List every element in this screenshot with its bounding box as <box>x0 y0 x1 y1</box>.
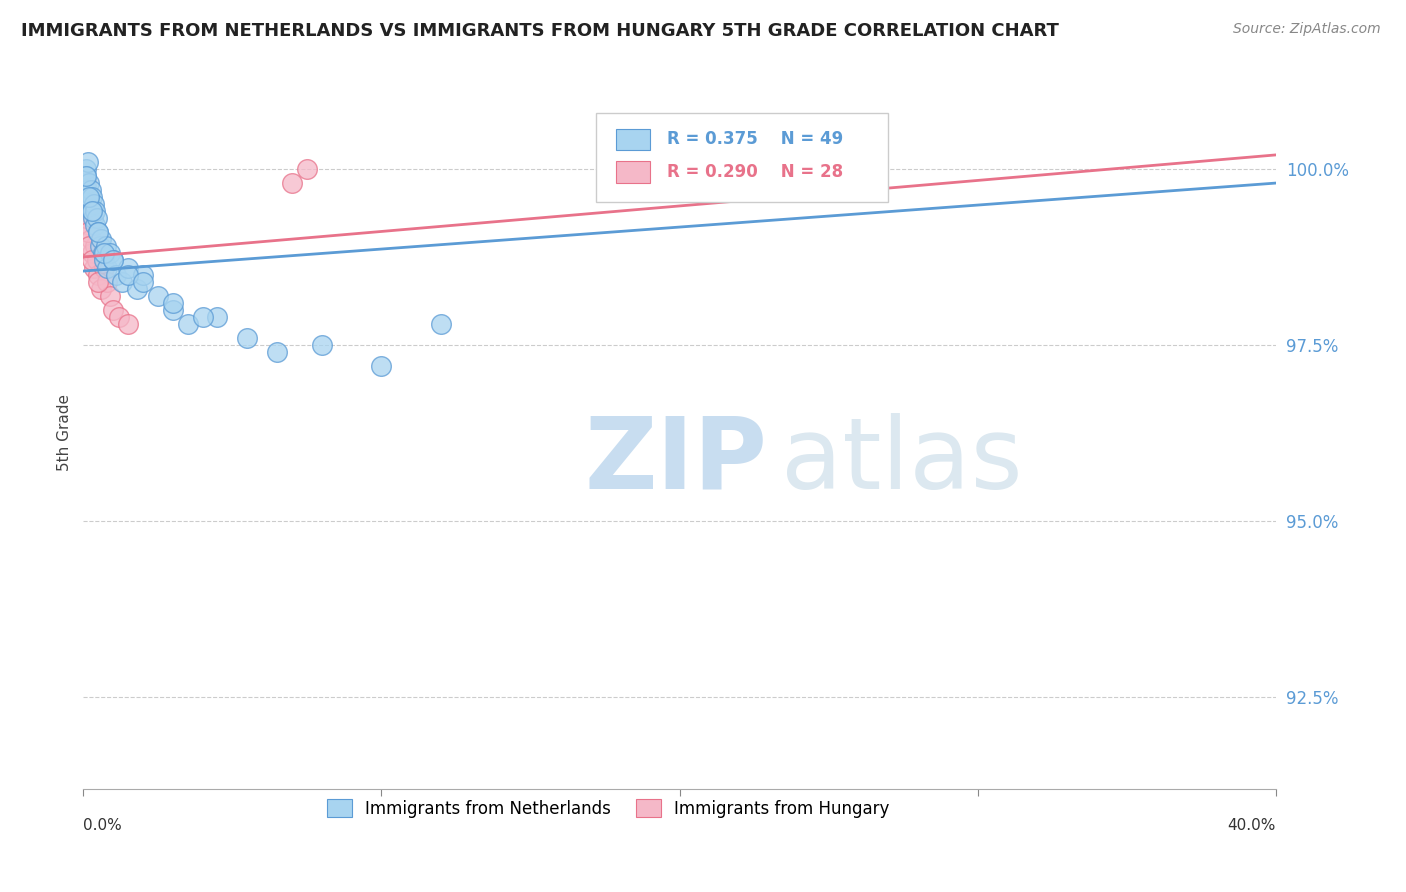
Point <box>370 359 392 373</box>
Point <box>96 260 118 275</box>
Text: Source: ZipAtlas.com: Source: ZipAtlas.com <box>1233 22 1381 37</box>
Point <box>75 176 97 190</box>
Text: R = 0.375    N = 49: R = 0.375 N = 49 <box>666 130 842 148</box>
FancyBboxPatch shape <box>596 113 889 202</box>
Text: R = 0.290    N = 28: R = 0.290 N = 28 <box>666 163 842 181</box>
Text: atlas: atlas <box>782 413 1022 510</box>
Point <box>82 211 104 226</box>
Point <box>83 260 105 275</box>
Point <box>90 232 112 246</box>
Bar <box>616 128 650 150</box>
Point <box>96 275 118 289</box>
Point <box>207 310 229 324</box>
Point <box>101 253 124 268</box>
Point <box>82 246 104 260</box>
Point <box>87 275 110 289</box>
Point <box>191 310 214 324</box>
Y-axis label: 5th Grade: 5th Grade <box>58 394 72 472</box>
Point <box>101 302 124 317</box>
Point <box>176 317 198 331</box>
Text: IMMIGRANTS FROM NETHERLANDS VS IMMIGRANTS FROM HUNGARY 5TH GRADE CORRELATION CHA: IMMIGRANTS FROM NETHERLANDS VS IMMIGRANT… <box>21 22 1059 40</box>
Point <box>76 183 98 197</box>
Point <box>73 190 96 204</box>
Point <box>84 204 107 219</box>
Point <box>90 282 112 296</box>
Point <box>80 232 103 246</box>
Point <box>83 197 105 211</box>
Point <box>295 161 318 176</box>
Point <box>80 183 103 197</box>
Point <box>84 239 107 253</box>
Point <box>86 253 108 268</box>
Point <box>75 169 97 183</box>
Point <box>98 289 121 303</box>
Point <box>93 260 115 275</box>
Point <box>266 345 288 359</box>
Point <box>76 197 98 211</box>
Text: ZIP: ZIP <box>585 413 768 510</box>
Point <box>86 211 108 226</box>
Point <box>108 310 131 324</box>
Point <box>89 239 111 253</box>
Point <box>98 246 121 260</box>
Point <box>77 239 100 253</box>
Point <box>75 161 97 176</box>
Point <box>82 204 104 219</box>
Point <box>125 282 148 296</box>
Text: 40.0%: 40.0% <box>1227 819 1277 833</box>
Point <box>77 190 100 204</box>
Point <box>73 197 96 211</box>
Point <box>105 268 128 282</box>
Point <box>430 317 453 331</box>
Point <box>146 289 169 303</box>
Text: 0.0%: 0.0% <box>83 819 122 833</box>
Point <box>311 338 333 352</box>
Point <box>73 176 96 190</box>
Point <box>87 225 110 239</box>
Point <box>162 302 184 317</box>
Point <box>117 317 139 331</box>
Point <box>281 176 304 190</box>
Point <box>77 204 100 219</box>
Point <box>82 190 104 204</box>
Point <box>87 225 110 239</box>
Point <box>75 183 97 197</box>
Point <box>76 155 98 169</box>
Point <box>94 239 117 253</box>
Point <box>83 219 105 233</box>
Point <box>91 246 114 260</box>
Point <box>77 176 100 190</box>
Point <box>117 260 139 275</box>
Point <box>93 246 115 260</box>
Point <box>77 190 100 204</box>
Point <box>76 225 98 239</box>
Point <box>117 268 139 282</box>
Point <box>76 211 98 226</box>
Bar <box>616 161 650 183</box>
Point <box>75 169 97 183</box>
Point <box>80 204 103 219</box>
Point <box>79 197 101 211</box>
Legend: Immigrants from Netherlands, Immigrants from Hungary: Immigrants from Netherlands, Immigrants … <box>321 793 896 824</box>
Point <box>236 331 259 345</box>
Point <box>82 253 104 268</box>
Point <box>87 268 110 282</box>
Point <box>132 275 155 289</box>
Point <box>132 268 155 282</box>
Point <box>111 275 134 289</box>
Point <box>75 211 97 226</box>
Point <box>93 253 115 268</box>
Point <box>101 253 124 268</box>
Point <box>162 295 184 310</box>
Point <box>77 219 100 233</box>
